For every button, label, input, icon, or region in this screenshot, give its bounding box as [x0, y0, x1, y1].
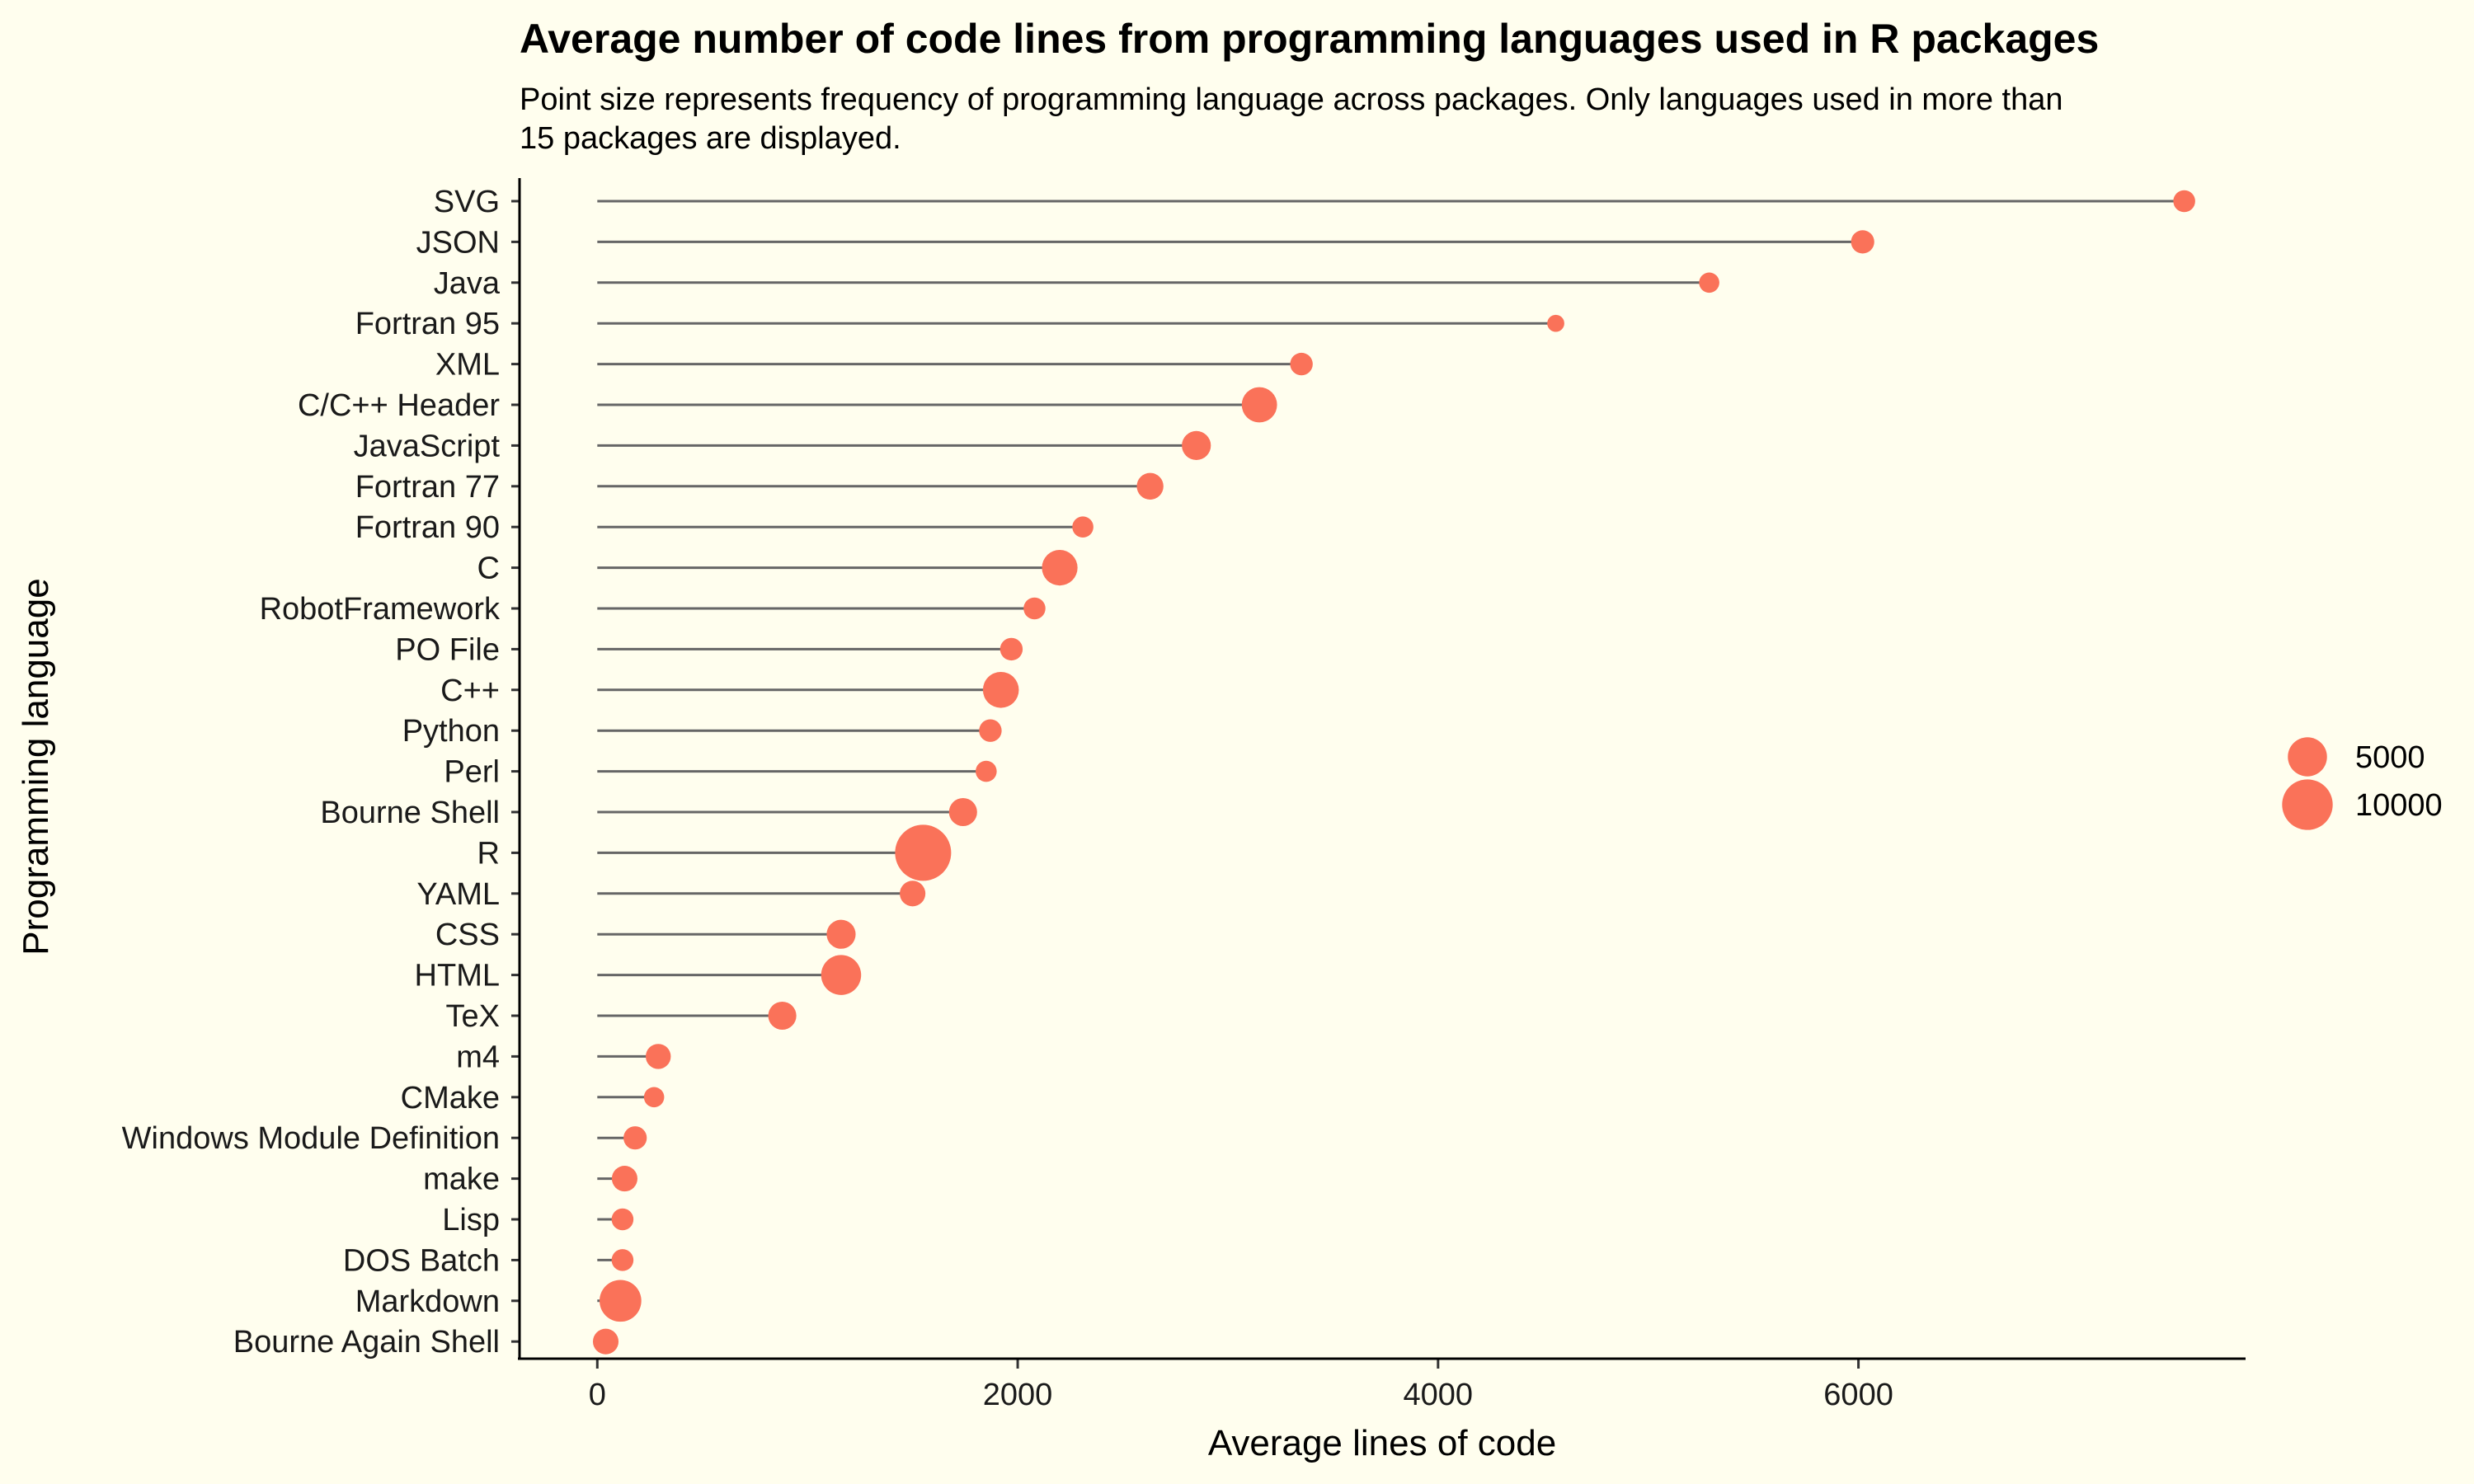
y-tick-label: DOS Batch — [343, 1243, 500, 1278]
x-tick-label: 0 — [589, 1378, 606, 1412]
chart-subtitle-line-2: 15 packages are displayed. — [520, 121, 901, 156]
y-tick-label: Windows Module Definition — [122, 1121, 500, 1156]
y-tick-label: Perl — [444, 755, 500, 790]
y-tick-label: HTML — [415, 959, 500, 993]
data-point — [1023, 597, 1046, 620]
data-point — [1851, 230, 1874, 254]
data-point — [623, 1126, 647, 1150]
legend-label: 5000 — [2355, 740, 2425, 775]
y-tick-label: Bourne Again Shell — [233, 1325, 500, 1360]
data-point — [599, 1280, 642, 1322]
x-tick-label: 2000 — [983, 1378, 1053, 1412]
y-tick-label: CSS — [435, 918, 500, 952]
data-point — [900, 881, 926, 907]
data-point — [999, 637, 1023, 661]
x-ticks: 0 2000 4000 6000 — [589, 1359, 1893, 1412]
y-tick-label: make — [423, 1162, 500, 1197]
data-point — [768, 1001, 797, 1031]
data-point — [982, 672, 1019, 708]
data-point — [1547, 314, 1564, 332]
y-tick-label: TeX — [446, 999, 500, 1034]
y-tick-label: YAML — [416, 877, 500, 912]
y-tick-label: PO File — [395, 632, 500, 667]
data-point — [1241, 387, 1277, 423]
data-point — [643, 1087, 665, 1108]
y-tick-label: Lisp — [442, 1203, 500, 1237]
data-point — [895, 824, 952, 881]
y-tick-label: Bourne Shell — [320, 796, 500, 830]
y-tick-label: XML — [435, 348, 500, 383]
legend-key — [2282, 779, 2333, 830]
y-tick-label: m4 — [456, 1040, 500, 1074]
data-point — [826, 919, 856, 949]
chart-title: Average number of code lines from progra… — [520, 16, 2099, 62]
data-point — [979, 719, 1002, 742]
x-tick-label: 4000 — [1404, 1378, 1474, 1412]
y-tick-label: SVG — [434, 185, 500, 219]
data-point — [1136, 472, 1164, 500]
y-tick-label: Java — [434, 266, 501, 301]
data-point — [1042, 550, 1078, 586]
y-tick-label: R — [477, 836, 500, 871]
chart-subtitle-line-1: Point size represents frequency of progr… — [520, 82, 2063, 117]
data-point — [821, 955, 862, 995]
stems — [597, 200, 2185, 1343]
y-tick-label: RobotFramework — [260, 592, 501, 627]
y-tick-label: JavaScript — [354, 429, 501, 463]
data-point — [2173, 190, 2195, 213]
data-point — [1699, 272, 1719, 294]
y-tick-label: Fortran 90 — [355, 510, 500, 545]
data-point — [1072, 516, 1094, 538]
y-tick-label: C++ — [440, 674, 500, 708]
x-axis-title: Average lines of code — [1208, 1423, 1556, 1463]
legend-label: 10000 — [2355, 788, 2443, 823]
legend: 5000 10000 — [2282, 737, 2443, 830]
y-tick-label: Python — [402, 714, 500, 749]
points — [592, 190, 2195, 1355]
y-axis-title: Programming language — [16, 578, 56, 955]
x-tick-label: 6000 — [1823, 1378, 1893, 1412]
data-point — [611, 1249, 634, 1271]
data-point — [611, 1166, 637, 1192]
data-point — [646, 1044, 671, 1069]
y-tick-labels: SVG JSON Java Fortran 95 XML C/C++ Header Java… — [122, 185, 520, 1360]
y-tick-label: C — [477, 552, 500, 586]
legend-key — [2288, 737, 2327, 777]
y-tick-label: Fortran 77 — [355, 470, 500, 505]
y-tick-label: Fortran 95 — [355, 307, 500, 341]
data-point — [592, 1328, 619, 1355]
data-point — [948, 797, 977, 827]
y-tick-label: CMake — [401, 1081, 500, 1115]
data-point — [1182, 430, 1211, 460]
data-point — [976, 760, 997, 782]
data-point — [1290, 352, 1313, 376]
y-tick-label: Markdown — [355, 1284, 500, 1319]
data-point — [611, 1208, 634, 1231]
y-tick-label: JSON — [416, 225, 500, 260]
y-tick-label: C/C++ Header — [298, 388, 500, 423]
